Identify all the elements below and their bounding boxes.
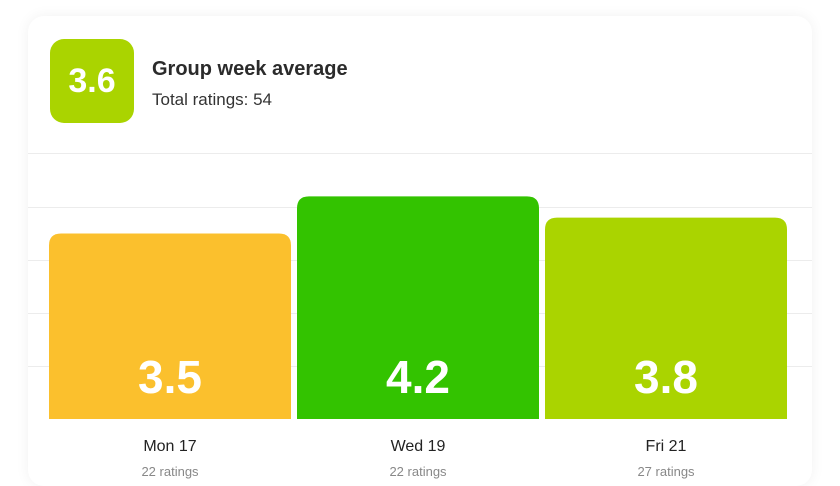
chart-bars — [49, 196, 787, 419]
daily-ratings-bar-chart: 3.5 Mon 17 22 ratings 4.2 Wed 19 22 ratings 3.… — [28, 196, 812, 479]
bar-wed-19[interactable] — [297, 196, 539, 419]
bar-value-label: 4.2 — [386, 351, 450, 403]
bar-value-label: 3.8 — [634, 351, 698, 403]
x-tick-label: Wed 19 — [391, 438, 446, 455]
rating-summary-card: 3.6 Group week average Total ratings: 54… — [28, 16, 812, 486]
total-ratings-text: Total ratings: 54 — [152, 90, 273, 109]
bar-mon-17[interactable] — [49, 233, 291, 420]
ratings-count-label: 22 ratings — [141, 464, 199, 479]
average-badge: 3.6 — [50, 39, 134, 123]
x-tick-label: Fri 21 — [646, 438, 687, 455]
bar-value-label: 3.5 — [138, 351, 202, 403]
card-title: Group week average — [152, 58, 348, 80]
ratings-count-label: 22 ratings — [389, 464, 447, 479]
ratings-count-label: 27 ratings — [637, 464, 695, 479]
bar-fri-21[interactable] — [545, 217, 787, 419]
header-divider — [28, 153, 812, 154]
x-tick-label: Mon 17 — [143, 438, 196, 455]
